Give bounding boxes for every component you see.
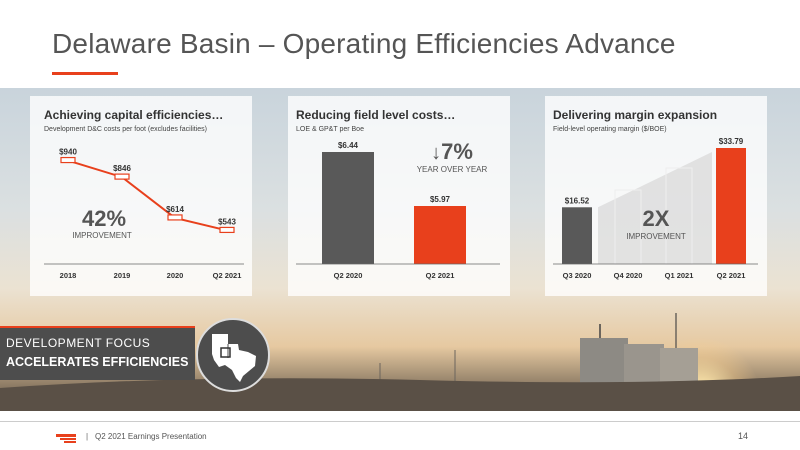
chart1-tick-label-3: Q2 2021 (213, 271, 242, 280)
chart1-point-2 (167, 214, 183, 221)
chart1-callout-value: 42% (81, 206, 127, 231)
chart3-tick-label-1: Q4 2020 (614, 271, 643, 280)
company-logo-icon (56, 434, 76, 443)
chart3-tick-label-2: Q1 2021 (665, 271, 694, 280)
focus-banner: DEVELOPMENT FOCUS ACCELERATES EFFICIENCI… (0, 326, 195, 380)
chart3-subtitle: Field-level operating margin ($/BOE) (553, 126, 667, 133)
chart1-subtitle: Development D&C costs per foot (excludes… (44, 126, 208, 133)
chart1-tick-label-1: 2019 (114, 271, 131, 280)
chart1-data-label-0: $940 (59, 148, 77, 157)
chart3-callout-label: IMPROVEMENT (626, 232, 686, 241)
chart3-tick-label-0: Q3 2020 (563, 271, 592, 280)
charts-svg: $940 2018 $846 2019 $614 2020 $543 Q2 2021 $6.44… (44, 137, 758, 280)
chart1-tick-label-2: 2020 (167, 271, 184, 280)
chart2-callout: ↓7% (422, 139, 482, 165)
chart2-data-label-0: $6.44 (338, 141, 359, 150)
chart1-point-1 (114, 173, 130, 180)
chart3-title: Delivering margin expansion (553, 108, 718, 122)
chart-card-capital (30, 96, 252, 296)
chart2-tick-label-1: Q2 2021 (426, 271, 455, 280)
background-panel: Achieving capital efficiencies… Developm… (0, 88, 800, 411)
slide-title: Delaware Basin – Operating Efficiencies … (52, 28, 676, 59)
chart3-data-label-3: $33.79 (719, 137, 744, 146)
footer-rule (0, 421, 800, 422)
chart2-callout-value: 7% (441, 139, 473, 164)
page-number: 14 (737, 431, 748, 441)
chart2-tick-label-0: Q2 2020 (334, 271, 363, 280)
chart1-point-0 (60, 156, 76, 164)
chart1-callout-label: IMPROVEMENT (72, 231, 132, 240)
chart3-growth-wedge (598, 152, 712, 264)
focus-line-2: ACCELERATES EFFICIENCIES (6, 355, 189, 369)
chart1-line (67, 159, 228, 232)
chart1-data-label-3: $543 (218, 217, 236, 226)
focus-line-1: DEVELOPMENT FOCUS (6, 336, 151, 350)
chart3-bar-3 (716, 148, 746, 264)
chart1-title: Achieving capital efficiencies… (44, 108, 224, 122)
chart3-data-label-0: $16.52 (565, 196, 590, 205)
chart3-bar-0 (562, 207, 592, 264)
texas-new-mexico-map-icon (196, 318, 270, 392)
chart3-callout-value: 2X (642, 206, 670, 231)
chart2-callout-label: YEAR OVER YEAR (416, 165, 488, 174)
down-arrow-icon: ↓ (431, 142, 442, 164)
chart3-tick-label-3: Q2 2021 (717, 271, 746, 280)
chart1-tick-label-0: 2018 (60, 271, 77, 280)
chart1-point-3 (219, 226, 235, 234)
chart2-bar-1 (414, 206, 466, 264)
chart2-subtitle: LOE & GP&T per Boe (296, 126, 364, 133)
title-accent-bar (52, 72, 118, 75)
chart2-data-label-1: $5.97 (430, 195, 451, 204)
chart1-data-label-1: $846 (113, 164, 131, 173)
skyline-silhouette (0, 313, 800, 411)
chart2-title: Reducing field level costs… (296, 108, 456, 122)
chart2-bar-0 (322, 152, 374, 264)
footer-text: Q2 2021 Earnings Presentation (95, 432, 207, 441)
footer-separator: | (86, 432, 89, 441)
chart1-data-label-2: $614 (166, 205, 184, 214)
